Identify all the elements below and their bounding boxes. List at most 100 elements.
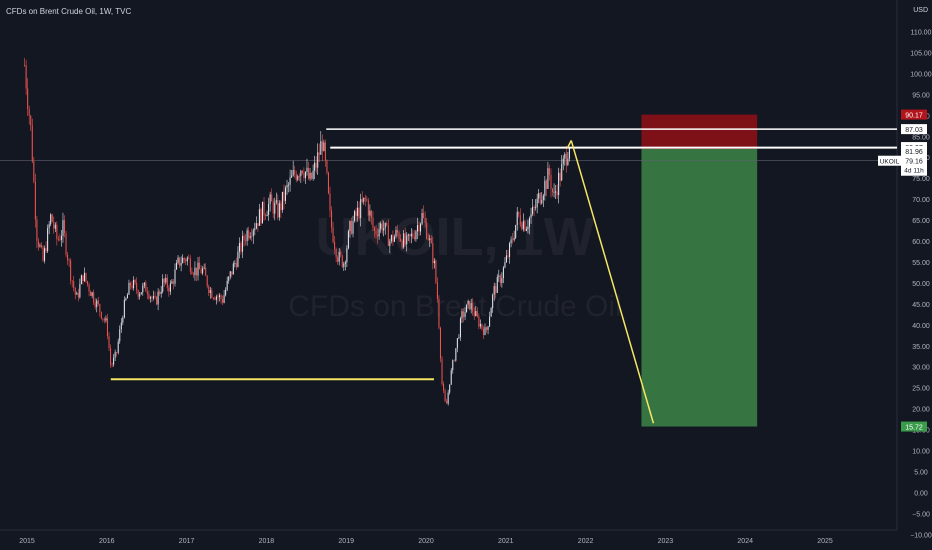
candle-body	[341, 255, 343, 267]
candle-body	[298, 176, 300, 177]
candle-body	[194, 267, 196, 275]
candle-body	[188, 257, 190, 259]
y-tick-label: 100.00	[910, 71, 932, 78]
candle-body	[24, 65, 26, 66]
candle-body	[413, 237, 415, 240]
candle-body	[44, 248, 46, 261]
candle-body	[238, 243, 240, 252]
candle-body	[87, 281, 89, 285]
candle-body	[354, 211, 356, 222]
candle-body	[106, 318, 109, 337]
candle-body	[25, 65, 27, 89]
candle-body	[191, 271, 193, 274]
candle-body	[113, 357, 115, 365]
candle-body	[473, 311, 475, 317]
candle-body	[179, 257, 181, 266]
x-tick-label: 2025	[817, 538, 833, 545]
candle-body	[246, 230, 248, 241]
candle-body	[245, 240, 247, 242]
candle-body	[548, 168, 550, 175]
stop-price-tag-bg	[901, 109, 927, 120]
candle-body	[83, 272, 85, 282]
x-tick-label: 2022	[578, 538, 594, 545]
candle-body	[258, 209, 260, 226]
candle-body	[380, 223, 382, 230]
candle-body	[108, 336, 110, 349]
x-tick-label: 2018	[259, 538, 275, 545]
candle-body	[174, 269, 176, 284]
candle-body	[545, 180, 547, 189]
y-tick-label: 105.00	[910, 50, 932, 57]
candle-body	[47, 228, 49, 252]
y-tick-label: 75.00	[912, 176, 930, 183]
target-price-tag-bg	[901, 421, 927, 432]
candle-body	[162, 278, 164, 292]
candle-body	[226, 280, 228, 290]
candle-body	[275, 200, 277, 203]
candle-body	[524, 221, 526, 231]
candle-body	[381, 223, 383, 231]
candle-body	[200, 269, 202, 274]
candle-body	[493, 286, 495, 295]
candle-body	[27, 88, 29, 109]
candle-body	[71, 280, 73, 282]
candle-body	[182, 257, 184, 264]
candle-body	[225, 289, 227, 296]
candle-body	[137, 290, 139, 297]
candle-body	[105, 318, 107, 321]
candle-body	[280, 203, 282, 211]
candle-body	[516, 211, 518, 225]
candle-body	[472, 303, 474, 312]
candle-body	[36, 219, 38, 241]
candle-body	[157, 291, 159, 305]
candle-body	[513, 237, 515, 240]
candle-body	[70, 260, 72, 281]
candle-body	[456, 338, 458, 349]
candle-body	[443, 384, 445, 391]
candle-body	[231, 271, 233, 275]
candle-body	[114, 352, 116, 358]
candle-body	[136, 282, 138, 291]
candle-body	[370, 210, 372, 218]
candle-body	[183, 257, 185, 260]
candle-body	[281, 191, 283, 211]
currency-label: USD	[913, 7, 928, 14]
candle-body	[159, 291, 161, 294]
y-tick-label: 50.00	[912, 281, 930, 288]
candle-body	[286, 184, 288, 188]
candle-body	[93, 292, 95, 303]
candle-body	[206, 275, 208, 287]
y-tick-label: 0.00	[914, 490, 928, 497]
candle-body	[337, 257, 339, 262]
candle-body	[525, 229, 527, 231]
y-tick-label: 20.00	[912, 407, 930, 414]
candle-body	[476, 311, 478, 317]
candle-body	[400, 238, 402, 241]
candle-body	[505, 255, 508, 263]
candle-body	[129, 282, 132, 286]
candle-body	[496, 277, 498, 293]
candle-body	[403, 233, 405, 248]
candle-body	[288, 184, 290, 186]
candle-body	[97, 300, 99, 305]
x-tick-label: 2021	[498, 538, 514, 545]
candle-body	[502, 267, 504, 278]
candle-body	[73, 281, 75, 288]
candle-body	[317, 152, 319, 168]
candle-body	[48, 224, 50, 229]
candle-body	[369, 210, 371, 216]
x-tick-label: 2020	[418, 538, 434, 545]
candle-body	[292, 170, 294, 176]
candle-body	[360, 199, 362, 219]
candle-body	[255, 223, 257, 229]
candle-body	[126, 294, 128, 299]
candle-body	[217, 296, 219, 298]
candle-body	[562, 158, 564, 164]
candle-body	[209, 290, 211, 293]
candle-body	[487, 326, 489, 331]
candle-body	[185, 259, 187, 262]
candle-body	[423, 213, 425, 218]
candle-body	[295, 174, 297, 180]
